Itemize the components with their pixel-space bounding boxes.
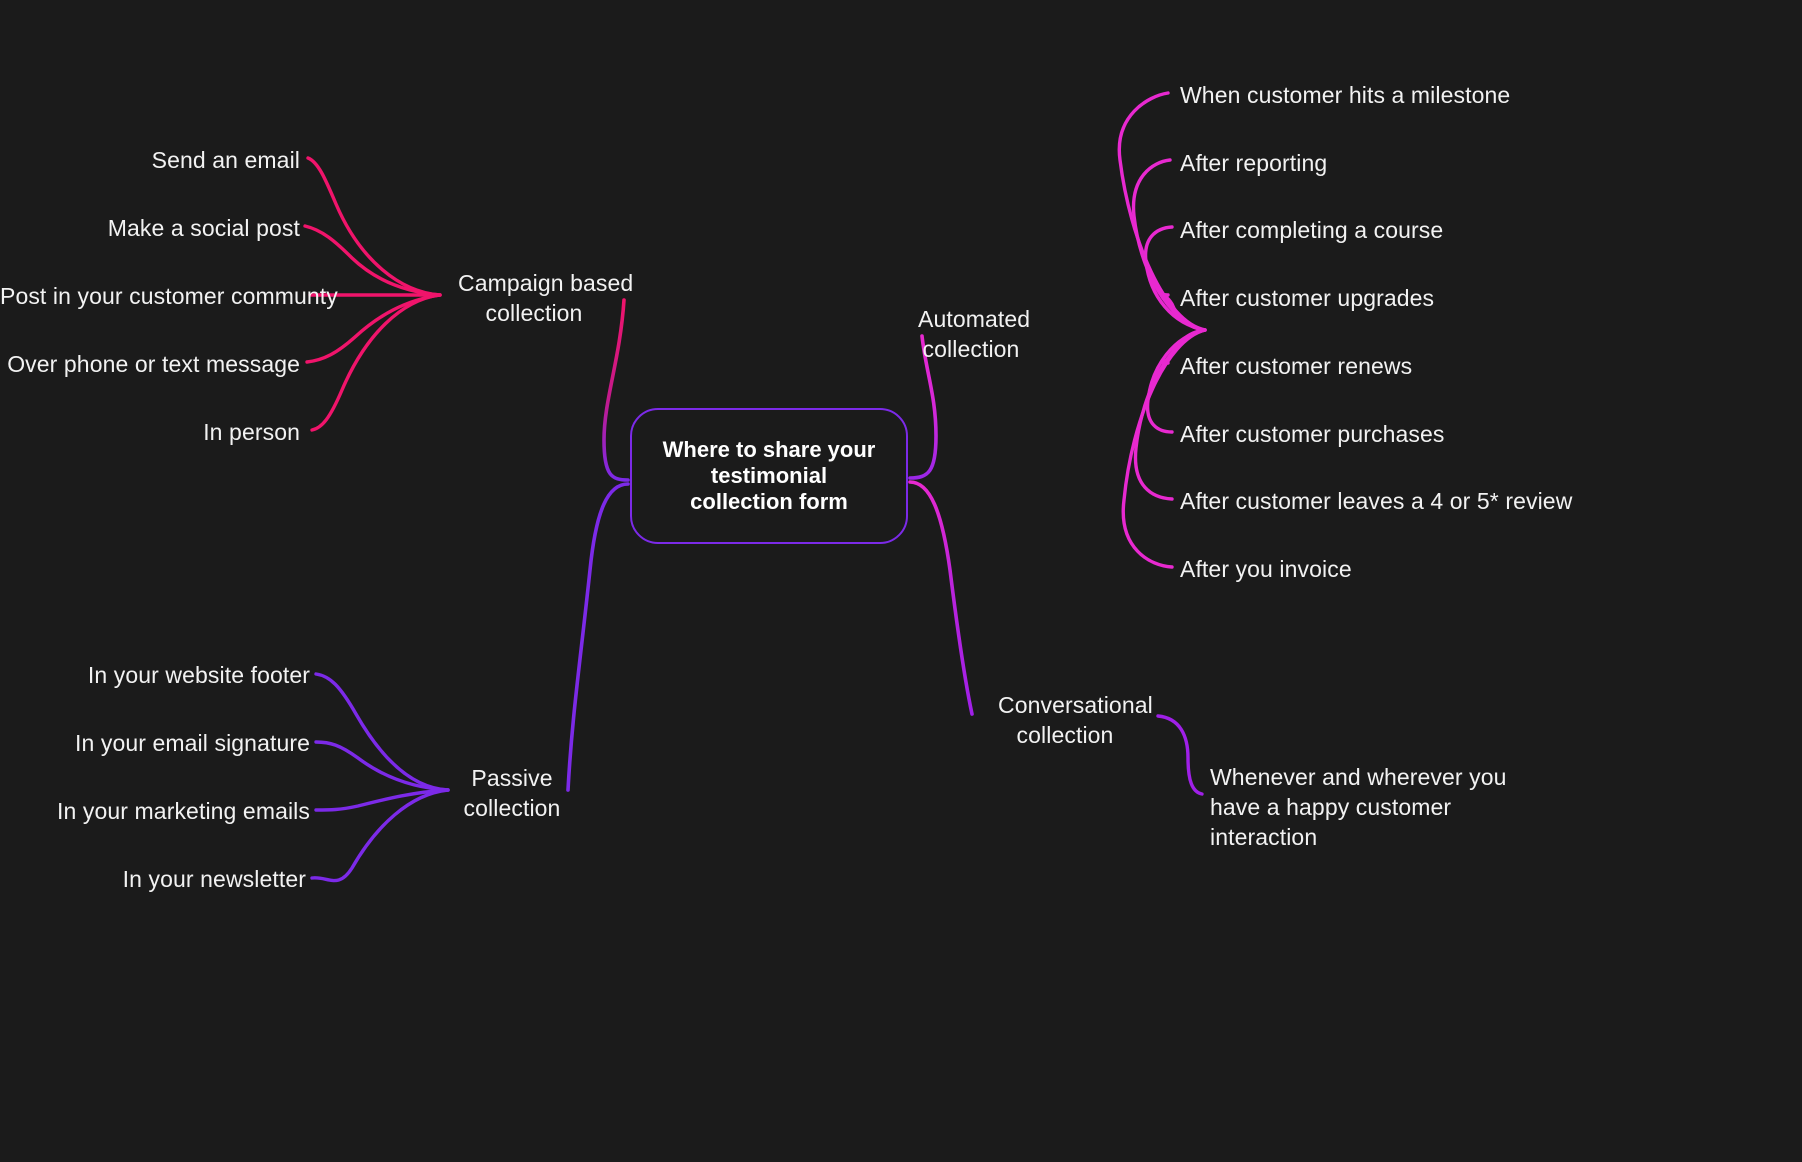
leaf-wire-make-a-social-post xyxy=(303,224,442,297)
trunk-automated xyxy=(908,334,938,480)
leaf-label-after-completing-a-course[interactable]: After completing a course xyxy=(1180,217,1444,243)
branch-label-automated-collection[interactable]: Automated collection xyxy=(918,306,1031,362)
leaf-label-after-customer-purchases[interactable]: After customer purchases xyxy=(1180,421,1445,447)
branch-label-passive-collection[interactable]: Passive collection xyxy=(463,765,561,821)
branch-label-conversational-collection[interactable]: Conversational collection xyxy=(998,692,1153,748)
leaf-label-send-an-email[interactable]: Send an email xyxy=(151,147,300,173)
leaf-label-whenever-and-wherever-you-have-a-happy-customer-interaction[interactable]: Whenever and wherever you have a happy c… xyxy=(1210,764,1507,850)
trunk-passive xyxy=(566,482,630,792)
leaf-label-after-you-invoice[interactable]: After you invoice xyxy=(1180,556,1352,582)
leaf-label-in-your-email-signature[interactable]: In your email signature xyxy=(75,730,310,756)
trunk-conversational xyxy=(908,480,974,716)
leaf-label-in-your-website-footer[interactable]: In your website footer xyxy=(87,662,310,688)
leaf-label-in-your-newsletter[interactable]: In your newsletter xyxy=(122,866,306,892)
leaf-wire-send-an-email xyxy=(306,156,442,297)
leaf-wire-after-customer-upgrades xyxy=(1161,292,1207,332)
leaf-label-make-a-social-post[interactable]: Make a social post xyxy=(107,215,300,241)
leaf-label-when-customer-hits-a-milestone[interactable]: When customer hits a milestone xyxy=(1180,82,1511,108)
trunk-campaign xyxy=(602,298,630,482)
leaf-wire-in-person xyxy=(310,293,442,432)
leaf-label-over-phone-or-text-message[interactable]: Over phone or text message xyxy=(7,351,300,377)
leaf-wire-in-your-email-signature xyxy=(314,740,450,792)
branch-label-campaign-based-collection[interactable]: Campaign based collection xyxy=(458,270,634,326)
leaf-label-after-customer-leaves-a-4-or-5-star-review[interactable]: After customer leaves a 4 or 5* review xyxy=(1180,488,1573,514)
leaf-wire-in-your-newsletter xyxy=(310,788,450,883)
leaf-label-in-person[interactable]: In person xyxy=(203,419,300,445)
central-node-title: Where to share your testimonial collecti… xyxy=(662,437,876,514)
leaf-label-after-reporting[interactable]: After reporting xyxy=(1180,150,1328,176)
central-node[interactable]: Where to share your testimonial collecti… xyxy=(630,408,908,544)
leaf-label-in-your-marketing-emails[interactable]: In your marketing emails xyxy=(57,798,310,824)
leaf-wire-whenever-and-wherever xyxy=(1156,714,1204,796)
leaf-wire-in-your-marketing-emails xyxy=(314,788,450,812)
leaf-label-after-customer-upgrades[interactable]: After customer upgrades xyxy=(1180,285,1435,311)
leaf-label-post-in-your-customer-communty[interactable]: Post in your customer communty xyxy=(0,283,338,309)
leaf-label-after-customer-renews[interactable]: After customer renews xyxy=(1180,353,1413,379)
leaf-wire-after-you-invoice xyxy=(1121,328,1207,569)
leaf-wire-in-your-website-footer xyxy=(314,672,450,792)
